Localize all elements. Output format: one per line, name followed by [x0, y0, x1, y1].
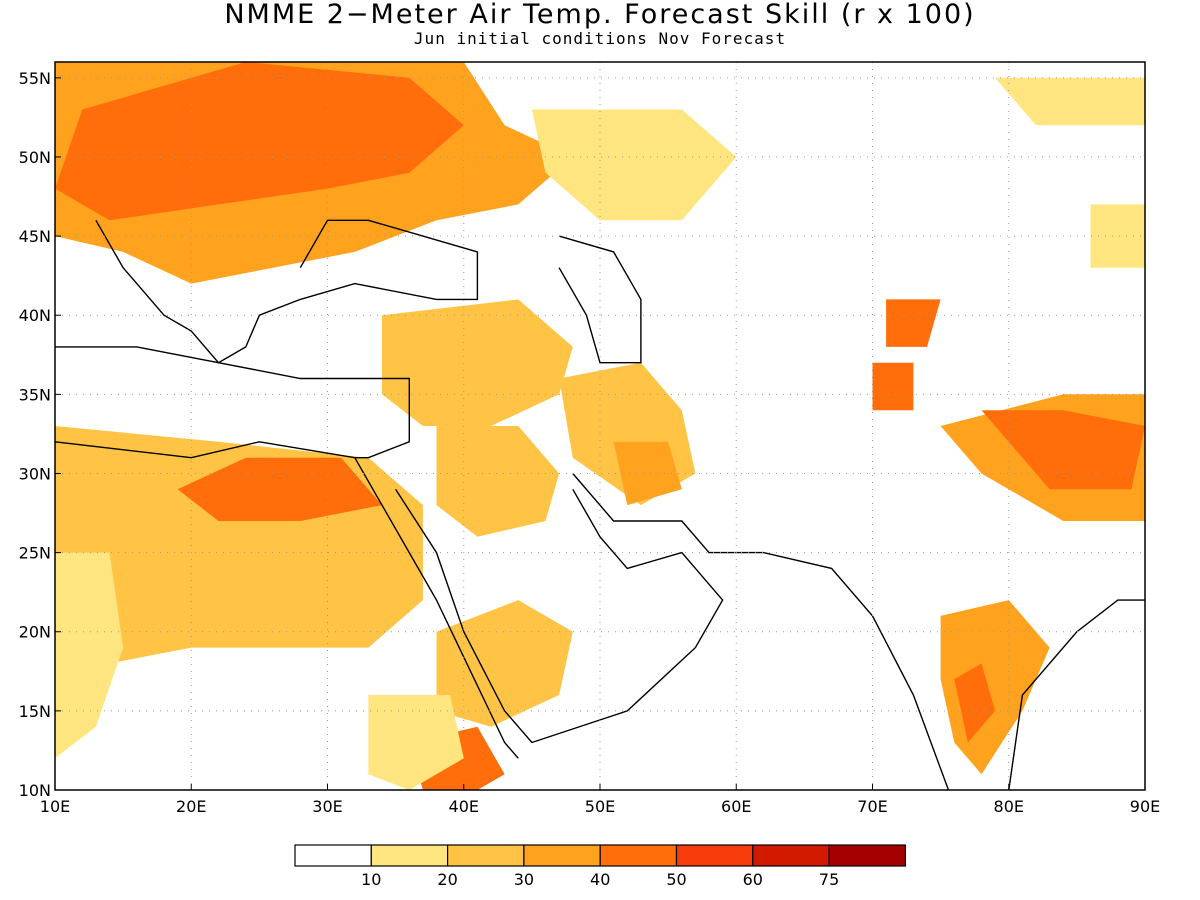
lat-tick-label: 40N — [19, 306, 51, 325]
colorbar-label: 40 — [590, 870, 610, 889]
lat-tick-label: 45N — [19, 227, 51, 246]
skill-region-8 — [613, 441, 682, 506]
lon-tick-label: 80E — [994, 797, 1024, 816]
coastline-1 — [299, 219, 479, 301]
skill-region-1 — [55, 62, 464, 221]
lat-tick-label: 20N — [19, 623, 51, 642]
skill-region-17 — [872, 362, 914, 411]
skill-region-19 — [1090, 204, 1145, 268]
coastline-7 — [95, 219, 301, 364]
colorbar-label: 30 — [514, 870, 534, 889]
lon-tick-label: 70E — [857, 797, 887, 816]
colorbar-swatch — [828, 844, 906, 867]
lat-tick-label: 35N — [19, 385, 51, 404]
lat-tick-label: 30N — [19, 464, 51, 483]
skill-region-5 — [382, 299, 573, 426]
colorbar-label: 75 — [819, 870, 839, 889]
skill-region-15 — [954, 663, 996, 743]
coastline-4 — [395, 488, 724, 744]
colorbar-swatch — [370, 844, 449, 867]
lon-tick-label: 50E — [585, 797, 615, 816]
map-subtitle: Jun initial conditions Nov Forecast — [413, 29, 787, 48]
lon-tick-label: 40E — [449, 797, 479, 816]
lon-tick-label: 60E — [721, 797, 751, 816]
coastline-layer — [55, 219, 1145, 790]
longitude-axis: 10E 20E 30E 40E 50E 60E 70E 80E 90E — [40, 784, 1160, 816]
colorbar-swatch — [447, 844, 525, 867]
colorbar: 10 20 30 40 50 60 75 — [294, 844, 906, 889]
colorbar-swatch — [752, 844, 830, 867]
colorbar-label: 20 — [437, 870, 457, 889]
skill-region-13 — [981, 410, 1145, 490]
colorbar-swatch — [523, 844, 601, 867]
colorbar-swatch — [675, 844, 754, 867]
latitude-axis: 55N 50N 45N 40N 35N 30N 25N 20N 15N 10N — [19, 69, 61, 800]
lat-tick-label: 10N — [19, 781, 51, 800]
skill-region-4 — [55, 552, 124, 759]
coastline-5 — [572, 473, 950, 790]
lon-tick-label: 10E — [40, 797, 70, 816]
skill-region-3 — [177, 457, 382, 521]
lon-tick-label: 90E — [1130, 797, 1160, 816]
colorbar-swatch — [294, 844, 372, 867]
colorbar-swatch — [599, 844, 678, 867]
skill-region-16 — [886, 299, 941, 347]
coastline-6 — [1008, 599, 1145, 790]
lat-tick-label: 15N — [19, 702, 51, 721]
lon-tick-label: 20E — [176, 797, 206, 816]
skill-region-18 — [531, 109, 737, 221]
gridlines-layer — [55, 62, 1145, 790]
lat-tick-label: 55N — [19, 69, 51, 88]
coastline-2 — [558, 235, 642, 364]
colorbar-label: 60 — [743, 870, 763, 889]
colorbar-label: 50 — [666, 870, 686, 889]
skill-region-20 — [995, 77, 1145, 126]
lat-tick-label: 50N — [19, 148, 51, 167]
colorbar-label: 10 — [361, 870, 381, 889]
lon-tick-label: 30E — [312, 797, 342, 816]
map-title: NMME 2−Meter Air Temp. Forecast Skill (r… — [224, 0, 976, 30]
skill-region-11 — [368, 695, 464, 790]
lat-tick-label: 25N — [19, 544, 51, 563]
coastline-0 — [55, 346, 410, 459]
skill-region-6 — [436, 426, 560, 537]
coastline-3 — [354, 457, 519, 759]
